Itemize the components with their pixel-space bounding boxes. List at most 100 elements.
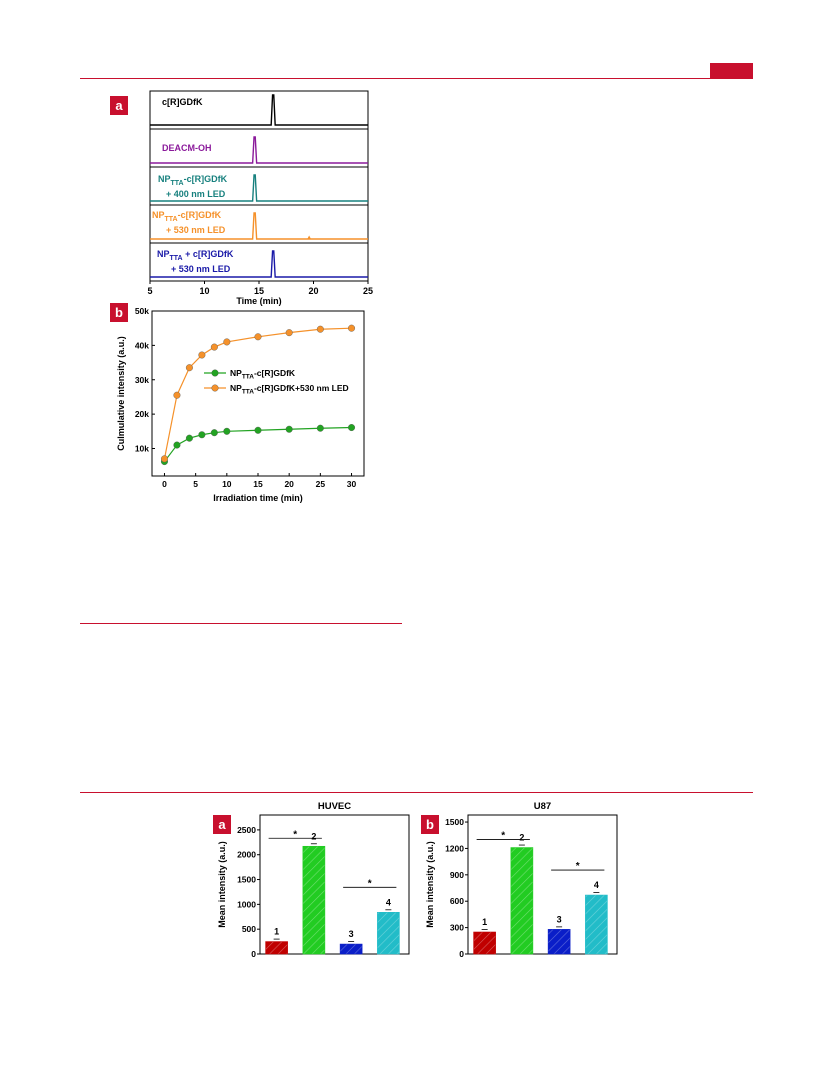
huvec-bar-label-2: 2	[311, 831, 316, 841]
u87-ytick-label-600: 600	[450, 896, 464, 906]
cum-xtick-label-0: 0	[162, 479, 167, 489]
huvec-ytick-label-1000: 1000	[237, 899, 256, 909]
trace-label-4-np: NP	[152, 210, 165, 220]
huvec-bar-label-3: 3	[349, 929, 354, 939]
trace-label-4-sub: TTA	[164, 215, 178, 223]
trace-line-4	[150, 212, 368, 240]
cum-ytick-label-30k: 30k	[135, 375, 149, 385]
trace-label-3: NPTTA-c[R]GDfK + 400 nm LED	[158, 174, 227, 200]
cum-point-1-25	[316, 424, 324, 432]
cum-series-line-2	[163, 327, 352, 459]
bar-panel-b-tag: b	[421, 815, 439, 834]
cum-xtick-label-30: 30	[347, 479, 357, 489]
huvec-bar-1	[265, 941, 288, 955]
panel-a-tag: a	[110, 96, 128, 115]
huvec-ytick-label-0: 0	[251, 949, 256, 959]
u87-ytick-label-1200: 1200	[445, 843, 464, 853]
trace-label-4: NPTTA-c[R]GDfK + 530 nm LED	[152, 210, 225, 236]
huvec-bar-chart: HUVEC 0 500 1000 1500 2000 2500 Mean intensity …	[217, 801, 410, 959]
cum-point-2-15	[254, 333, 262, 341]
cum-point-1-20	[285, 425, 293, 433]
trace-label-3-sub: TTA	[170, 179, 184, 187]
cum-point-1-6	[198, 431, 206, 439]
cum-point-2-4	[185, 364, 193, 372]
hplc-chromatograms: 5 10 15 20 25 Time (min)	[147, 90, 373, 306]
u87-bar-label-4: 4	[594, 880, 599, 890]
cum-point-2-2	[173, 391, 181, 399]
hplc-tick-label-25: 25	[363, 286, 373, 296]
huvec-ytick-label-500: 500	[242, 924, 256, 934]
cum-point-2-6	[198, 351, 206, 359]
trace-line-3	[150, 174, 368, 202]
trace-line-2	[150, 136, 368, 164]
cum-point-1-8	[210, 429, 218, 437]
huvec-bar-label-1: 1	[274, 927, 279, 937]
cum-ytick-label-10k: 10k	[135, 444, 149, 454]
trace-line-1	[150, 94, 368, 126]
cum-ytick-label-50k: 50k	[135, 306, 149, 316]
trace-label-4-line2: + 530 nm LED	[166, 224, 226, 235]
huvec-title: HUVEC	[318, 801, 351, 812]
cum-point-2-0	[160, 455, 168, 463]
huvec-bar-3	[339, 943, 363, 955]
hplc-tick-label-20: 20	[308, 286, 318, 296]
cum-xtick-label-15: 15	[253, 479, 263, 489]
cum-xtick-label-5: 5	[193, 479, 198, 489]
huvec-y-axis-label: Mean intensity (a.u.)	[217, 841, 227, 928]
u87-ytick-label-300: 300	[450, 923, 464, 933]
cum-point-1-30	[348, 424, 356, 432]
u87-bar-2	[510, 847, 534, 955]
u87-sig-star-1: *	[501, 831, 505, 842]
u87-bar-label-3: 3	[557, 914, 562, 924]
cum-xtick-label-10: 10	[222, 479, 232, 489]
huvec-bar-label-4: 4	[386, 897, 391, 907]
bar-panel-a-tag: a	[213, 815, 231, 834]
cum-point-1-2	[173, 441, 181, 449]
cum-legend-rest-1: -c[R]GDfK	[254, 368, 296, 378]
cum-legend-sub-2: TTA	[242, 389, 254, 396]
trace-line-5	[150, 250, 368, 278]
huvec-bar-2	[302, 845, 326, 955]
cum-point-2-30	[348, 324, 356, 332]
cum-legend-np-2: NP	[230, 383, 242, 393]
cum-point-2-10	[223, 338, 231, 346]
trace-label-3-line2: + 400 nm LED	[166, 188, 226, 199]
cum-legend-sub-1: TTA	[242, 374, 254, 381]
cum-legend-rest-2: -c[R]GDfK+530 nm LED	[254, 383, 349, 393]
huvec-ytick-label-2000: 2000	[237, 850, 256, 860]
trace-label-5-rest: + c[R]GDfK	[182, 249, 234, 259]
trace-label-5-np: NP	[157, 249, 170, 259]
u87-bar-chart: U87 0 300 600 900 1200 1500 Mean intensity (a.u…	[425, 801, 618, 959]
cum-legend-marker-2	[211, 384, 219, 392]
header-rule	[80, 78, 753, 79]
hplc-x-axis-label: Time (min)	[236, 296, 281, 306]
trace-label-1: c[R]GDfK	[162, 97, 203, 107]
trace-label-4-rest: -c[R]GDfK	[177, 210, 222, 220]
u87-plot-frame	[467, 814, 618, 955]
header-tab	[710, 63, 753, 78]
cum-ytick-label-20k: 20k	[135, 409, 149, 419]
cum-point-2-8	[210, 343, 218, 351]
cum-xtick-label-25: 25	[316, 479, 326, 489]
huvec-sig-star-1: *	[293, 829, 297, 840]
cum-point-2-20	[285, 329, 293, 337]
huvec-sig-star-2: *	[368, 878, 372, 889]
section-rule-long	[80, 792, 753, 793]
u87-sig-star-2: *	[576, 861, 580, 872]
trace-label-5: NPTTA + c[R]GDfK + 530 nm LED	[157, 249, 233, 275]
cum-legend-label-1: NPTTA-c[R]GDfK	[230, 368, 296, 381]
u87-ytick-label-1500: 1500	[445, 817, 464, 827]
cum-legend-label-2: NPTTA-c[R]GDfK+530 nm LED	[230, 383, 349, 396]
trace-label-5-line2: + 530 nm LED	[171, 263, 231, 274]
huvec-bar-4	[377, 912, 400, 955]
hplc-tick-label-15: 15	[254, 286, 264, 296]
u87-bar-1	[473, 931, 496, 955]
trace-label-5-sub: TTA	[169, 254, 183, 262]
trace-label-3-np: NP	[158, 174, 171, 184]
u87-ytick-label-0: 0	[459, 949, 464, 959]
cumulative-intensity-chart: 0 5 10 15 20 25 30 10k 20k 30k 40k 50k Irradiation t…	[116, 306, 365, 503]
huvec-plot-frame	[259, 814, 410, 955]
cum-series-line-1	[163, 426, 352, 462]
section-rule-short	[80, 623, 402, 624]
u87-ytick-label-900: 900	[450, 870, 464, 880]
